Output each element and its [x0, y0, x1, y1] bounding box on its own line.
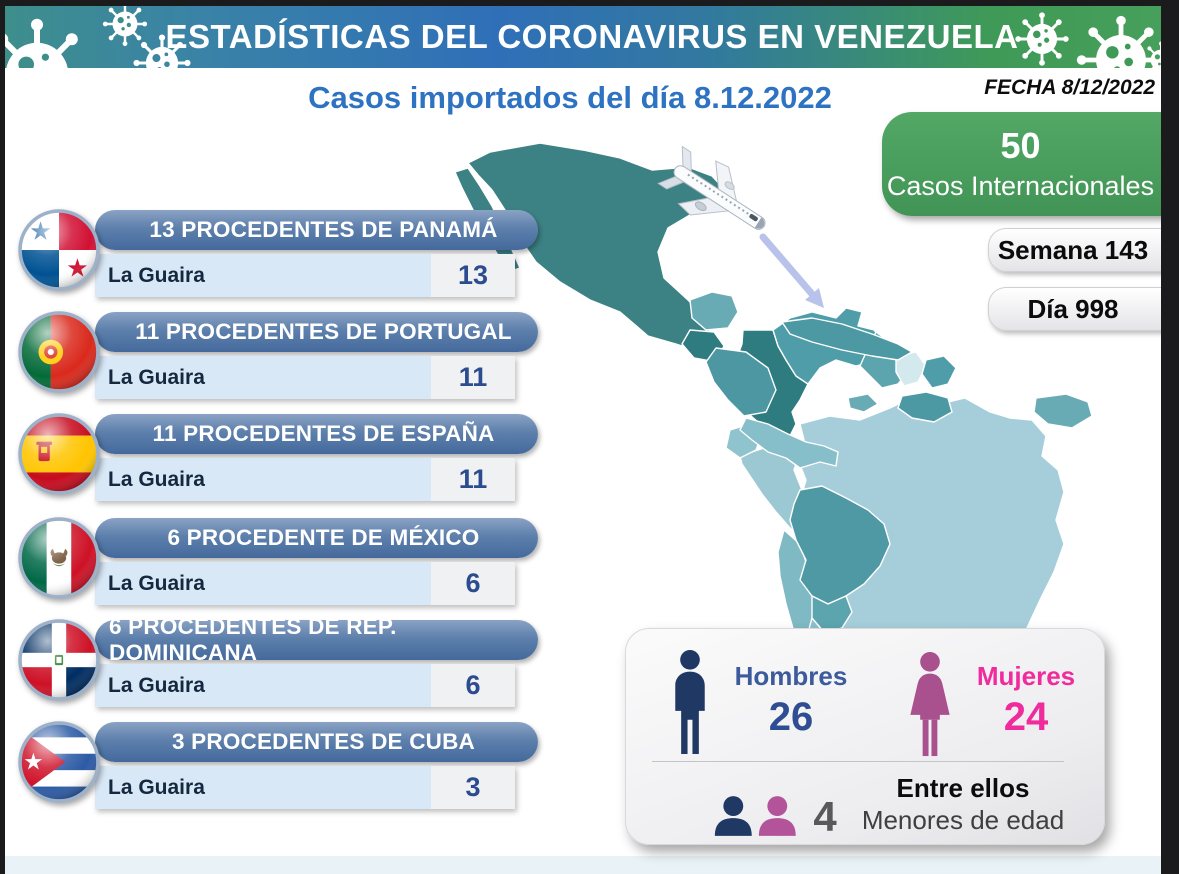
country-row-header: 11 PROCEDENTES DE PORTUGAL — [95, 312, 538, 352]
man-icon — [675, 649, 705, 755]
day-badge: Día 998 — [988, 287, 1179, 331]
bottom-strip — [5, 856, 1161, 874]
case-count: 11 — [431, 458, 515, 501]
country-row-header: 3 PROCEDENTES DE CUBA — [95, 722, 538, 762]
city-label: La Guaira — [108, 571, 205, 595]
viewer-frame-top — [0, 0, 1179, 6]
country-row-header: 6 PROCEDENTE DE MÉXICO — [95, 518, 538, 558]
country-row-title: 3 PROCEDENTES DE CUBA — [172, 729, 475, 754]
city-label: La Guaira — [108, 467, 205, 491]
country-row-detail: La Guaira 13 — [95, 254, 515, 297]
country-row-title: 6 PROCEDENTE DE MÉXICO — [167, 525, 480, 550]
city-label: La Guaira — [108, 263, 205, 287]
country-row-title: 11 PROCEDENTES DE PORTUGAL — [135, 319, 512, 344]
country-row-portugal: 11 PROCEDENTES DE PORTUGAL La Guaira 11 — [18, 311, 538, 407]
country-row-detail: La Guaira 3 — [95, 766, 515, 809]
subtitle: Casos importados del día 8.12.2022 — [308, 80, 832, 115]
spain-flag-icon — [18, 413, 100, 495]
country-row-title: 6 PROCEDENTES DE REP. DOMINICANA — [109, 614, 397, 665]
panama-flag-icon — [18, 209, 100, 291]
country-row-spain: 11 PROCEDENTES DE ESPAÑA La Guaira 11 — [18, 413, 538, 509]
mujeres-label: Mujeres — [976, 661, 1076, 691]
country-row-mexico: 6 PROCEDENTE DE MÉXICO La Guaira 6 — [18, 517, 538, 613]
dominican-republic-flag-icon — [18, 619, 100, 701]
divider — [652, 761, 1064, 762]
country-row-header: 6 PROCEDENTES DE REP. DOMINICANA — [95, 614, 538, 665]
title-banner: ESTADÍSTICAS DEL CORONAVIRUS EN VENEZUEL… — [5, 6, 1179, 68]
case-count: 11 — [431, 356, 515, 399]
mujeres-value: 24 — [1003, 695, 1049, 739]
hombres-value: 26 — [768, 695, 814, 739]
case-count: 13 — [431, 254, 515, 297]
gender-stats-box: Hombres 26 Mujeres 24 4 Entre ellos Meno… — [625, 628, 1105, 845]
country-row-cuba: 3 PROCEDENTES DE CUBA La Guaira 3 — [18, 721, 538, 817]
minors-value: 4 — [813, 793, 837, 840]
airplane-icon — [657, 145, 766, 230]
country-row-header: 13 PROCEDENTES DE PANAMÁ — [95, 210, 538, 250]
minors-caption-line2: Menores de edad — [861, 805, 1065, 835]
case-count: 3 — [431, 766, 515, 809]
hombres-label: Hombres — [734, 661, 848, 691]
city-label: La Guaira — [108, 775, 205, 799]
mexico-flag-icon — [18, 517, 100, 599]
city-label: La Guaira — [108, 365, 205, 389]
country-row-title: 11 PROCEDENTES DE ESPAÑA — [152, 421, 495, 446]
country-row-detail: La Guaira 6 — [95, 664, 515, 707]
country-row-panama: 13 PROCEDENTES DE PANAMÁ La Guaira 13 — [18, 209, 538, 305]
case-count: 6 — [431, 664, 515, 707]
country-row-detail: La Guaira 6 — [95, 562, 515, 605]
portugal-flag-icon — [18, 311, 100, 393]
woman-icon — [910, 651, 950, 757]
date-label: FECHA 8/12/2022 — [984, 76, 1155, 99]
international-cases-label: Casos Internacionales — [886, 171, 1155, 201]
cuba-flag-icon — [18, 721, 100, 803]
viewer-frame-right — [1161, 0, 1179, 874]
female-minor-icon — [758, 796, 796, 836]
international-cases-box: 50 Casos Internacionales — [882, 112, 1179, 216]
flight-arrow-icon — [759, 233, 824, 308]
city-label: La Guaira — [108, 673, 205, 697]
male-minor-icon — [714, 796, 752, 836]
country-row-dominican-republic: 6 PROCEDENTES DE REP. DOMINICANA La Guai… — [18, 614, 538, 715]
country-row-title: 13 PROCEDENTES DE PANAMÁ — [149, 217, 498, 242]
week-badge: Semana 143 — [988, 228, 1179, 272]
country-row-header: 11 PROCEDENTES DE ESPAÑA — [95, 414, 538, 454]
country-row-detail: La Guaira 11 — [95, 458, 515, 501]
page-title: ESTADÍSTICAS DEL CORONAVIRUS EN VENEZUEL… — [165, 18, 1019, 55]
viewer-frame-left — [0, 0, 5, 874]
case-count: 6 — [431, 562, 515, 605]
international-cases-value: 50 — [1000, 125, 1041, 166]
minors-icons — [714, 796, 796, 836]
minors-caption-line1: Entre ellos — [896, 773, 1030, 803]
country-row-detail: La Guaira 11 — [95, 356, 515, 399]
